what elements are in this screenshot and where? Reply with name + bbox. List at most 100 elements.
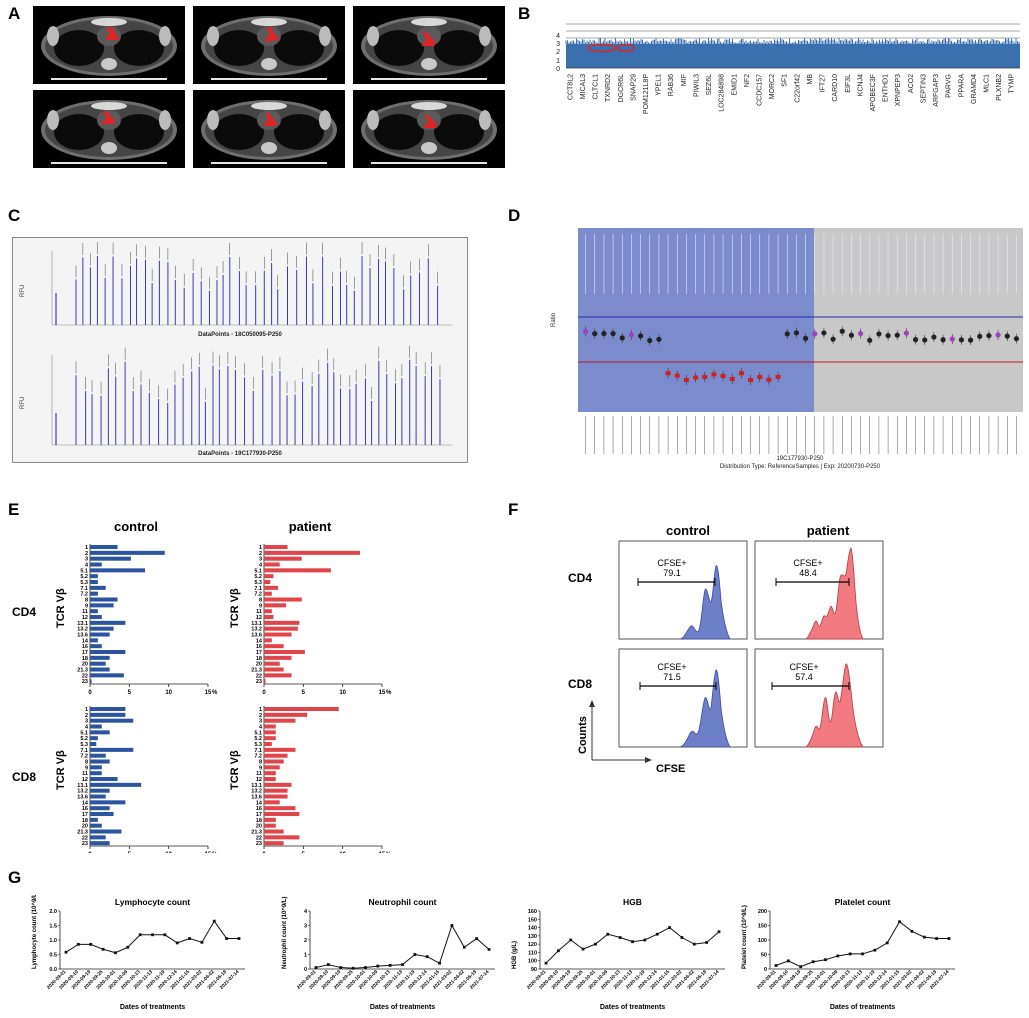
d-probe-point [683,377,689,382]
e-bar [264,585,279,590]
b-gene-label: SF1 [782,74,789,87]
panel-d-ratio-chart: Ratio 19C177930-P250 Distribution Type: … [551,228,1023,470]
g-y-tick-label: 150 [528,917,537,923]
g-point [114,951,117,955]
e-category-label: 8 [259,598,262,604]
g-point [947,937,951,940]
e-x-tick-label: 0 [262,690,266,696]
e-category-label: 12 [256,615,262,621]
g-series-line [775,920,949,968]
e-category-label: 7.1 [254,586,262,592]
e-category-label: 5.3 [254,742,262,748]
e-category-label: 14 [82,800,89,806]
e-x-unit: % [386,852,392,853]
d-probe-point [637,333,644,339]
e-bar [90,817,98,822]
d-probe-point [922,337,928,343]
g-y-axis-label: Lymphocyte count (10^9/L) [32,895,38,969]
g-y-tick-label: 50 [761,953,767,959]
g-point [89,942,93,946]
e-bar [90,615,102,620]
f-box-cd4-control [618,540,748,640]
g-point [873,948,877,952]
e-category-label: 16 [256,644,262,650]
f-gate-label: CFSE+ [657,662,686,672]
e-category-label: 5.3 [254,580,262,586]
d-probe-point [1013,336,1020,342]
d-probe-point [702,374,708,379]
b-gene-label: EIF3L [845,74,852,93]
g-y-tick-label: 1.0 [49,938,57,944]
e-category-label: 14 [256,800,263,806]
g-y-tick-label: 110 [528,950,537,956]
g-point [101,947,105,951]
g-y-tick-label: 2.0 [49,909,57,915]
e-category-label: 4 [85,725,89,731]
g-chart-title: Neutrophil count [369,897,437,907]
c-bottom-trace [51,345,452,446]
e-bar [90,788,110,793]
d-probe-point [949,336,955,342]
g-point [618,936,622,939]
e-bar [264,788,288,793]
g-point [885,941,889,945]
e-category-label: 5.1 [80,730,88,736]
panel-g-line-charts: Lymphocyte count0.00.51.01.52.02020-09-0… [32,895,955,1011]
e-x-tick-label: 0 [88,690,92,696]
e-bar [264,817,276,822]
d-probe-point [711,372,717,377]
g-point [705,941,709,944]
d-gray-region [814,228,1023,412]
e-category-label: 3 [259,557,262,563]
panel-label-g: G [8,868,22,887]
b-ytick: 0 [556,66,560,73]
g-point [606,932,610,936]
e-bar [264,771,276,776]
g-point [581,947,585,951]
e-x-tick-label: 5 [302,852,306,853]
g-x-axis-label: Dates of treatments [120,1004,185,1011]
e-category-label: 13.6 [251,633,262,639]
g-point [811,960,815,964]
panel-b-gene-labels: CCT8L2 MICAL3 CLTCL1 TXNRD2 DGCR6L SNAP29 POM1… [567,74,1015,114]
e-x-tick-label: 5 [302,690,306,696]
d-probe-point [885,333,891,339]
e-category-label: 14 [82,638,89,644]
d-blue-region [578,228,814,412]
d-probe-point [693,375,699,380]
g-point [898,920,901,924]
panel-f-cfse-histograms: control patient CD4 CD8 CFSE+ 79.1 CFSE+… [568,523,884,775]
d-probe-point [821,330,827,336]
d-probe-point [830,336,836,342]
e-bar [264,655,292,660]
e-x-tick-label: 5 [128,690,132,696]
e-cd4-control-chart: TCR Vβ12345.15.25.37.17.289111213.113.21… [55,544,218,696]
e-bar [264,609,272,614]
e-category-label: 5.2 [254,736,262,742]
e-bar [90,712,126,717]
e-bar [264,794,288,799]
b-ytick: 2 [556,49,560,56]
d-probe-point [656,336,662,342]
d-probe-point [958,337,965,343]
g-point [836,954,840,958]
f-gate-cd4-patient: CFSE+ 48.4 [775,558,850,586]
g-chart-g_neutrophil: Neutrophil count012342020-09-012020-09-1… [282,896,495,1011]
e-bar [264,800,280,805]
d-caption-1: 19C177930-P250 [776,456,824,462]
e-bar [90,585,106,590]
g-y-axis-label: Neutrophil count (10^9/L) [282,896,288,969]
b-ytick: 3 [556,41,560,48]
b-gene-label: CLTCL1 [593,74,600,100]
e-bar [90,556,131,561]
e-bar [264,782,292,787]
b-gene-label: SEPTIN3 [920,74,927,103]
e-y-axis-label: TCR Vβ [55,588,67,628]
e-category-label: 13.2 [77,789,88,795]
e-category-label: 20 [256,824,262,830]
e-bar [264,673,292,678]
e-category-label: 5.2 [254,574,262,580]
d-probe-point [619,335,625,341]
e-bar [90,841,110,846]
e-bar [90,730,110,735]
